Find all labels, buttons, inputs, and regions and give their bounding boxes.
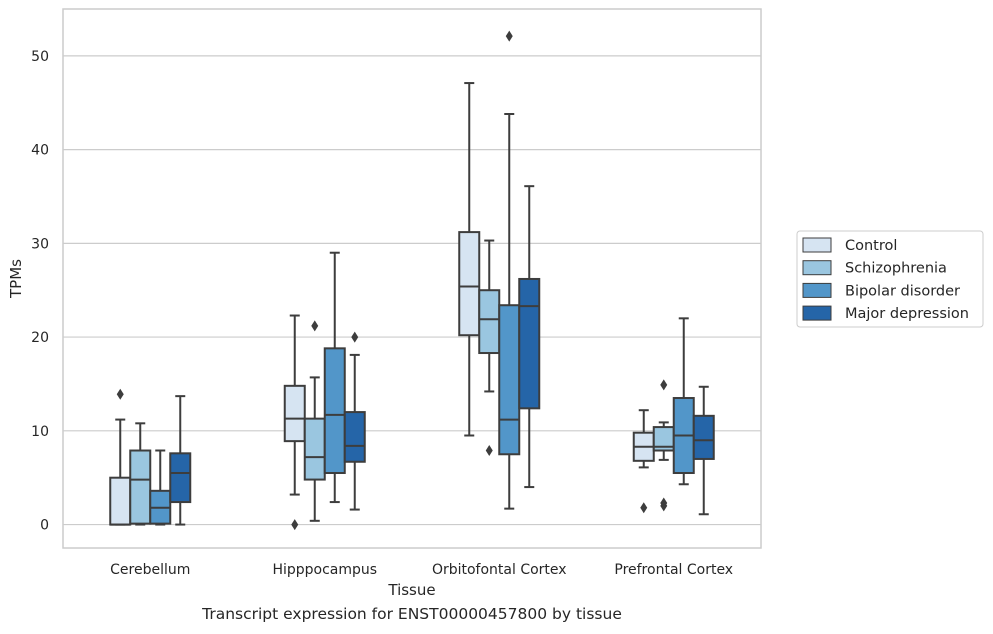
box-iqr — [518, 277, 541, 410]
legend-item-2: Schizophrenia — [802, 260, 947, 277]
box-iqr — [692, 414, 715, 460]
legend-label: Bipolar disorder — [845, 283, 960, 299]
outlier-point — [351, 331, 359, 343]
outlier-point — [640, 502, 648, 514]
x-tick-labels: Cerebellum Hipppocampus Orbitofontal Corte… — [110, 562, 733, 578]
gridlines — [63, 55, 761, 526]
box-4-2 — [652, 379, 675, 512]
box-4-4 — [692, 385, 715, 516]
x-tick-label-4: Prefrontal Cortex — [614, 562, 733, 578]
legend-label: Major depression — [845, 306, 969, 322]
y-tick-label-40: 40 — [31, 143, 49, 159]
box-iqr — [109, 476, 132, 526]
x-axis-label: Tissue — [387, 581, 435, 599]
legend-item-4: Major depression — [802, 305, 969, 322]
x-tick-label-2: Hipppocampus — [272, 562, 377, 578]
plot-frame — [62, 8, 762, 549]
box-4-3 — [672, 317, 695, 486]
y-tick-labels: 0 10 20 30 40 50 — [31, 49, 49, 534]
outlier-point — [311, 320, 319, 332]
y-tick-label-30: 30 — [31, 236, 49, 252]
outlier-point — [485, 445, 493, 457]
legend-item-1: Control — [802, 237, 897, 254]
y-tick-label-10: 10 — [31, 424, 49, 440]
box-iqr — [498, 304, 521, 456]
box-2-4 — [343, 331, 366, 511]
box-3-3 — [498, 30, 521, 510]
box-3-2 — [478, 239, 501, 457]
outlier-point — [505, 30, 513, 42]
box-3-4 — [518, 185, 541, 489]
legend-swatch — [802, 282, 832, 298]
box-iqr — [478, 289, 501, 355]
box-3-1 — [458, 82, 481, 437]
box-1-2 — [129, 422, 152, 526]
box-2-2 — [303, 320, 326, 522]
y-tick-label-0: 0 — [40, 518, 49, 534]
legend-label: Schizophrenia — [845, 261, 947, 277]
box-1-3 — [149, 449, 172, 526]
box-1-4 — [169, 395, 192, 526]
box-iqr — [323, 347, 346, 475]
x-tick-label-3: Orbitofontal Cortex — [432, 562, 567, 578]
box-iqr — [129, 449, 152, 525]
box-groups — [109, 30, 715, 531]
legend-frame — [796, 230, 984, 328]
legend-swatch — [802, 260, 832, 276]
outlier-point — [660, 497, 668, 509]
box-2-3 — [323, 251, 346, 504]
figure-caption: Transcript expression for ENST0000045780… — [202, 605, 622, 623]
y-axis-label: TPMs — [7, 259, 25, 299]
legend-item-3: Bipolar disorder — [802, 282, 960, 299]
box-iqr — [343, 411, 366, 463]
box-iqr — [283, 384, 306, 443]
legend-label: Control — [845, 238, 897, 254]
y-tick-label-50: 50 — [31, 49, 49, 65]
x-tick-label-1: Cerebellum — [110, 562, 190, 578]
legend-swatch — [802, 305, 832, 321]
box-4-1 — [632, 409, 655, 514]
legend: Control Schizophrenia Bipolar disorder Majo… — [796, 230, 984, 328]
outlier-point — [291, 519, 299, 531]
outlier-point — [116, 388, 124, 400]
box-1-1 — [109, 388, 132, 526]
y-tick-label-20: 20 — [31, 330, 49, 346]
outlier-point — [660, 379, 668, 391]
box-iqr — [303, 417, 326, 481]
box-iqr — [169, 452, 192, 504]
legend-swatch — [802, 237, 832, 253]
box-2-1 — [283, 314, 306, 531]
box-iqr — [458, 231, 481, 337]
